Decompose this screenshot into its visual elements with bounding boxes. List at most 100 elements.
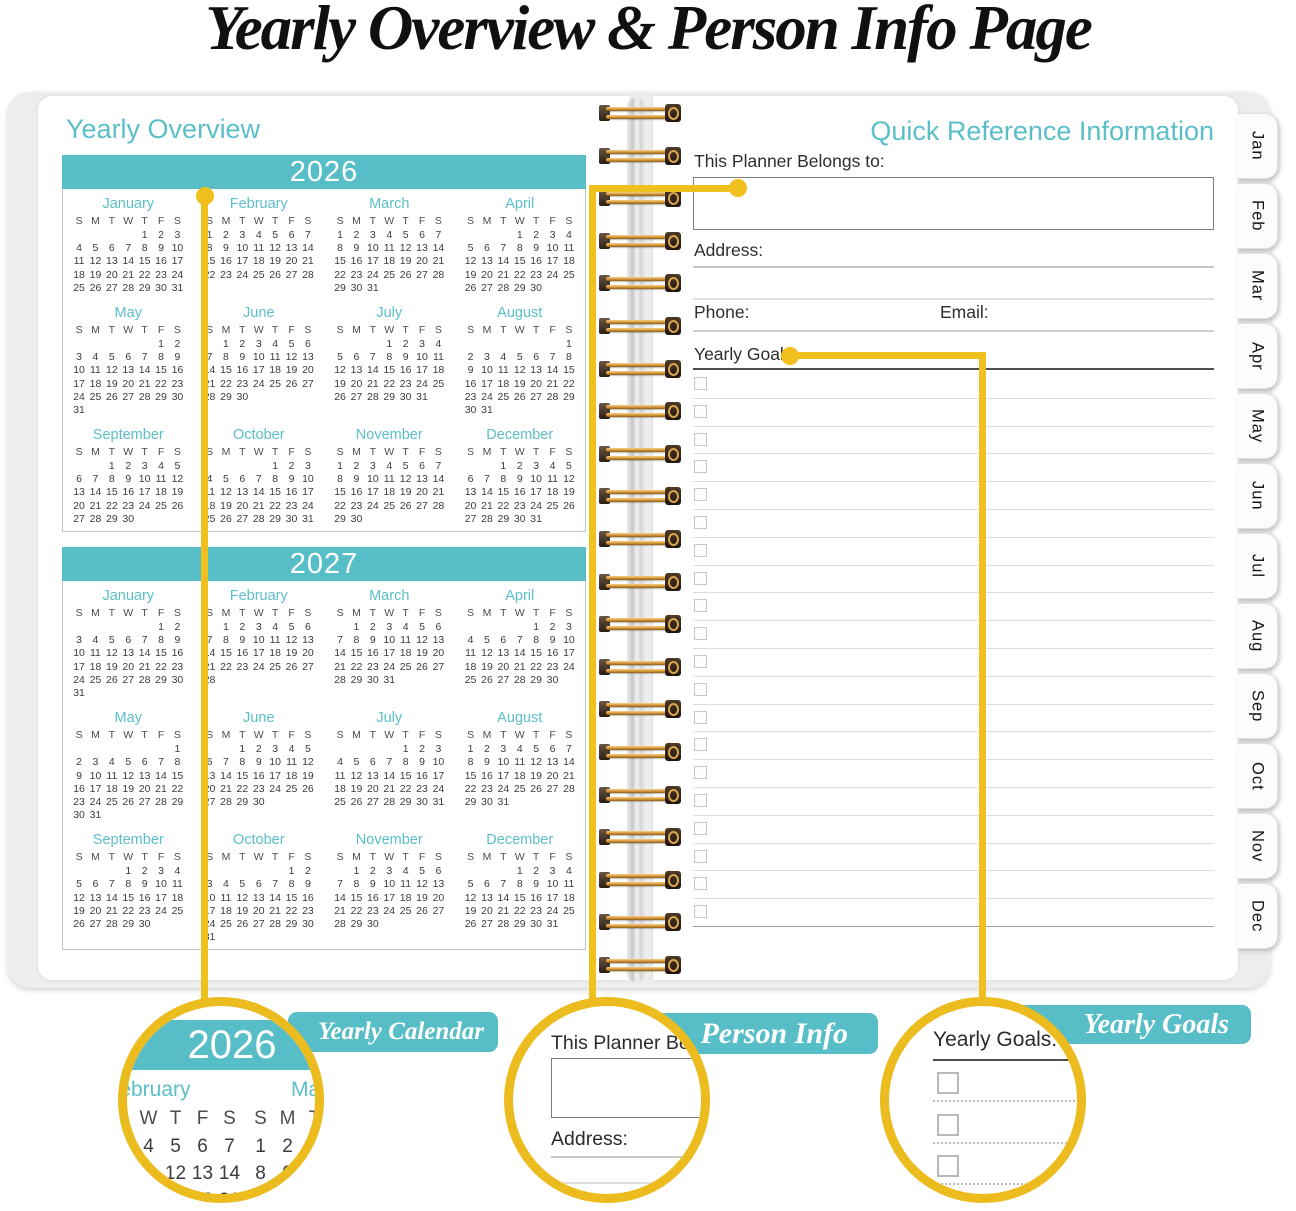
empty-day [348, 338, 364, 351]
day-number: 29 [236, 795, 249, 808]
callout-dot-goals [781, 347, 799, 365]
day-number: 4 [565, 229, 572, 241]
day-number: 13 [350, 364, 363, 377]
day-number: 20 [252, 904, 265, 917]
day-number: 14 [497, 255, 510, 268]
day-number: 3 [158, 865, 164, 878]
day-number: 13 [73, 486, 85, 499]
goal-checkbox [694, 488, 707, 502]
weekday-header: T [402, 215, 409, 227]
weekday-header: T [369, 607, 377, 619]
coil-wire [606, 192, 666, 197]
day-number: 27 [122, 390, 135, 403]
day-number: 11 [547, 473, 558, 486]
day-number: 14 [203, 364, 216, 377]
day-number: 16 [546, 647, 559, 660]
day-number: 7 [549, 351, 556, 364]
binding-coil [597, 487, 681, 507]
day-number: 21 [497, 268, 510, 281]
day-number: 9 [158, 242, 164, 255]
coil-wire [606, 746, 666, 750]
day-number: 7 [223, 756, 229, 769]
magnified-goal-checkbox [937, 1155, 959, 1177]
weekday-header: S [336, 729, 344, 742]
month-name: May [114, 710, 142, 727]
day-number: 7 [108, 878, 115, 891]
day-number: 14 [546, 364, 559, 377]
weekday-header: S [75, 607, 83, 619]
weekday-header: T [402, 729, 409, 742]
callout-line-goals-vertical [979, 352, 986, 1008]
empty-day [234, 460, 250, 473]
day-number: 4 [565, 865, 572, 878]
day-number: 28 [432, 499, 445, 512]
weekday-header: F [418, 607, 426, 619]
day-number: 25 [399, 904, 412, 917]
day-number: 23 [122, 499, 135, 512]
binding-coil [597, 700, 681, 720]
day-number: 6 [484, 878, 490, 891]
weekday-header: S [434, 323, 442, 336]
day-number: 19 [481, 660, 493, 673]
weekday-header: S [173, 851, 181, 864]
day-number: 18 [89, 377, 102, 390]
day-number: 8 [288, 878, 295, 891]
weekday-header: W [514, 851, 525, 864]
day-number: 27 [252, 918, 265, 930]
empty-day [218, 865, 234, 878]
magnified-address-line-1 [551, 1156, 701, 1158]
coil-end-right [665, 402, 681, 421]
empty-day [495, 229, 511, 242]
day-number: 28 [334, 673, 346, 686]
day-number: 8 [125, 878, 132, 891]
day-number: 14 [334, 647, 346, 660]
goal-checkbox [694, 404, 707, 418]
binding-coil [597, 828, 681, 848]
day-number: 11 [563, 242, 575, 255]
empty-day [104, 229, 120, 242]
weekday-header: M [482, 607, 492, 619]
day-number: 14 [220, 769, 232, 782]
empty-day [218, 743, 234, 756]
day-number: 10 [546, 242, 559, 255]
day-number: 7 [125, 242, 132, 255]
day-number: 7 [206, 634, 213, 647]
day-number: 13 [530, 364, 542, 377]
day-number: 15 [203, 255, 216, 268]
day-number: 22 [203, 268, 216, 281]
day-number: 29 [513, 281, 526, 294]
weekday-header: S [75, 323, 83, 336]
address-line-2 [693, 298, 1214, 300]
day-number: 18 [399, 647, 412, 660]
page-spine-edge [627, 98, 645, 982]
weekday-header: M [352, 446, 361, 459]
day-number: 16 [513, 486, 526, 499]
day-number: 12 [171, 473, 184, 486]
goal-checkbox [694, 793, 707, 807]
address-label: Address: [694, 240, 764, 260]
day-number: 7 [337, 634, 343, 647]
empty-day [104, 338, 120, 351]
day-number: 10 [155, 878, 167, 891]
day-number: 17 [236, 255, 249, 268]
day-number: 31 [497, 795, 510, 808]
weekday-header: F [157, 607, 165, 619]
month-tab-strip: Jan Feb Mar Apr May Jun Jul Aug Sep Oct Nov Dec [1237, 113, 1278, 949]
coil-wire [606, 447, 666, 452]
empty-day [87, 229, 103, 242]
day-number: 13 [122, 647, 135, 660]
day-number: 28 [269, 918, 281, 930]
empty-day [479, 865, 495, 878]
day-number: 30 [481, 795, 493, 808]
day-number: 6 [304, 621, 311, 633]
day-number: 5 [272, 229, 279, 241]
coil-wire [606, 660, 666, 665]
weekday-header: T [271, 323, 279, 336]
weekday-header: S [336, 323, 344, 336]
day-number: 12 [164, 1163, 187, 1184]
month-october: October S M T W T F S 1 2 3 4 5 6 7 8 9 10 11 12 13 14 15 16 17 1… [194, 422, 325, 531]
day-number: 25 [497, 390, 510, 403]
coil-end-left [599, 190, 610, 207]
weekday-header: S [304, 323, 312, 336]
